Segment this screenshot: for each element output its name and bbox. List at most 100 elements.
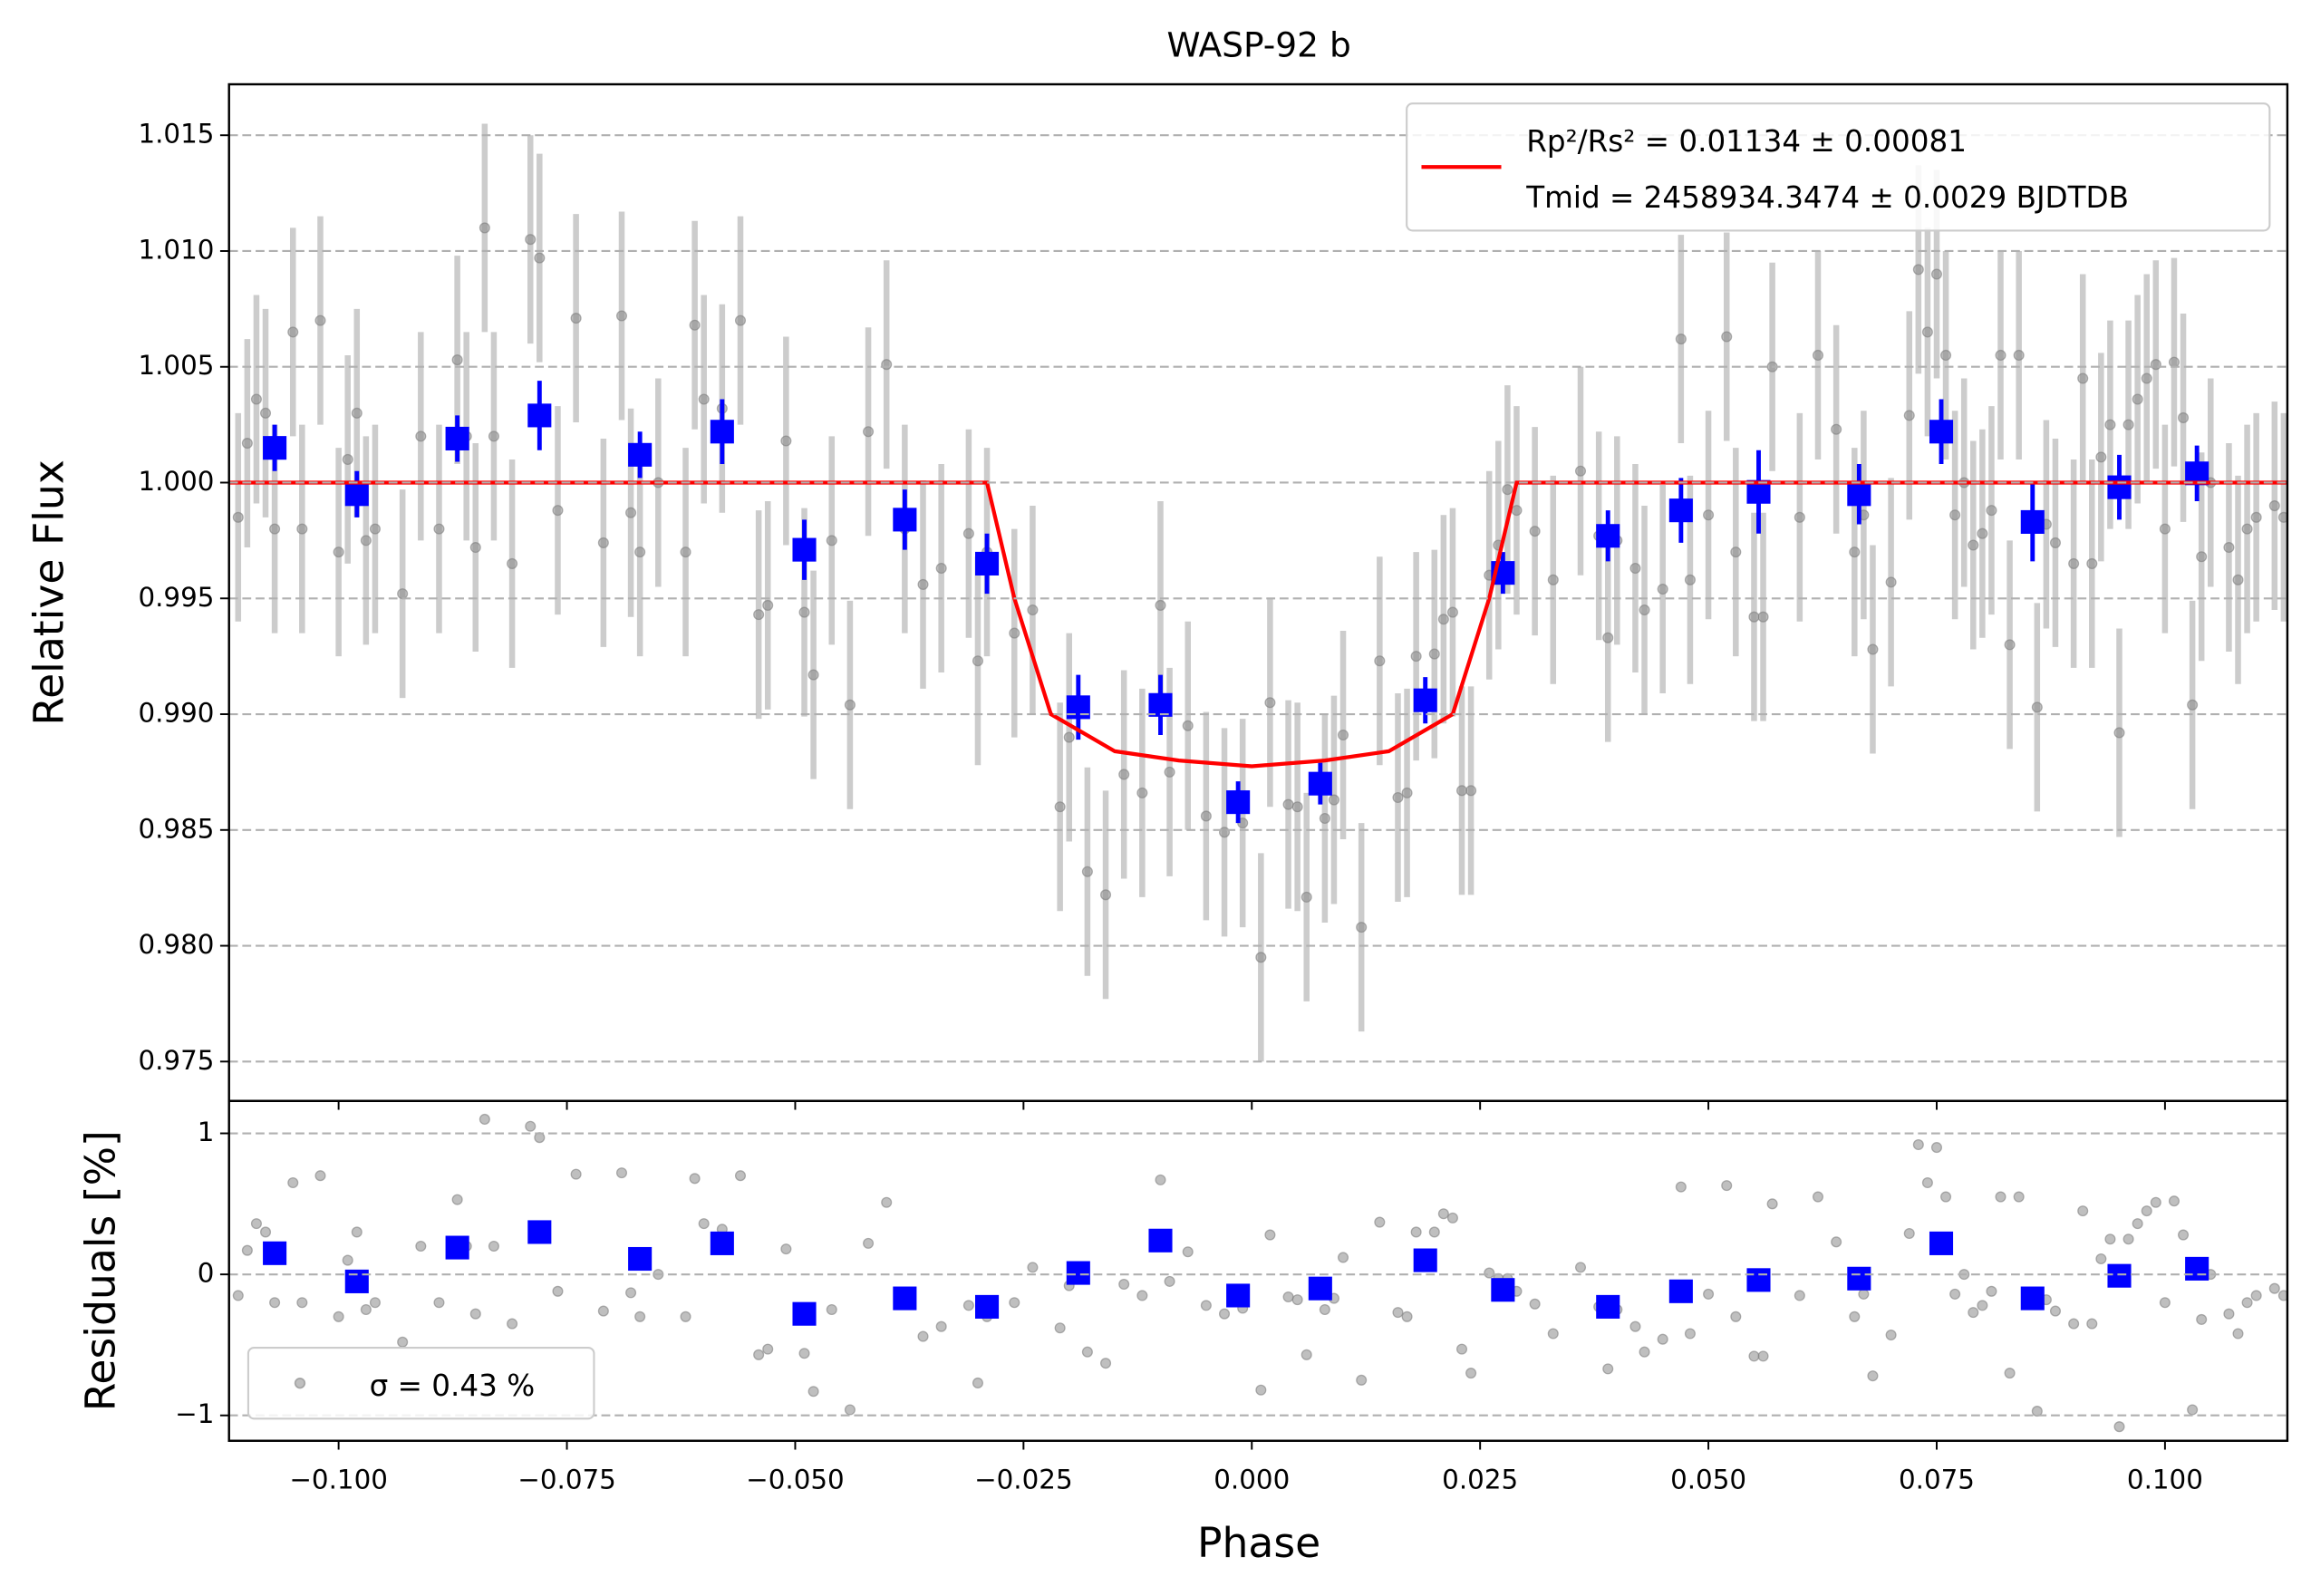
data-point xyxy=(1794,1290,1805,1301)
data-point xyxy=(469,542,481,554)
data-point xyxy=(1301,1349,1312,1360)
data-point xyxy=(415,430,427,442)
x-tick-label: 0.075 xyxy=(1899,1464,1975,1494)
y-tick-label: 1.010 xyxy=(138,234,214,265)
data-point xyxy=(2250,511,2262,523)
data-point xyxy=(488,430,499,442)
binned-point xyxy=(1308,771,1332,796)
data-point xyxy=(2232,1328,2244,1340)
data-point xyxy=(232,511,244,523)
data-point xyxy=(1602,632,1614,643)
binned-point xyxy=(1929,1231,1954,1255)
data-point xyxy=(1547,574,1559,585)
data-point xyxy=(287,1176,299,1189)
data-point xyxy=(469,1308,481,1320)
data-point xyxy=(689,319,701,331)
y-tick-label: 0.990 xyxy=(138,698,214,729)
data-point xyxy=(1703,1288,1715,1300)
data-point xyxy=(2031,1406,2043,1417)
data-point xyxy=(1054,1322,1066,1334)
data-point xyxy=(1675,334,1687,345)
data-point xyxy=(2013,349,2025,361)
binned-point xyxy=(628,1246,653,1272)
data-point xyxy=(2159,523,2171,535)
data-point xyxy=(2241,1297,2253,1309)
binned-point xyxy=(975,551,1000,576)
data-point xyxy=(1401,1311,1413,1322)
data-point xyxy=(1885,576,1897,588)
data-point xyxy=(2049,1305,2062,1317)
binned-point xyxy=(1066,695,1090,720)
x-tick-label: −0.100 xyxy=(289,1464,388,1494)
data-point xyxy=(1529,1298,1541,1310)
data-point xyxy=(798,606,810,618)
binned-point xyxy=(1148,692,1173,717)
data-point xyxy=(1849,547,1861,558)
data-point xyxy=(1081,1346,1093,1358)
data-point xyxy=(1547,1328,1559,1340)
data-point xyxy=(1684,1328,1696,1340)
data-point xyxy=(287,326,299,338)
data-point xyxy=(1730,547,1742,558)
data-point xyxy=(597,1305,609,1317)
data-point xyxy=(2268,500,2280,512)
data-point xyxy=(1446,1212,1458,1224)
legend-label: Rp²/Rs² = 0.01134 ± 0.00081 xyxy=(1526,124,1967,159)
data-point xyxy=(962,527,974,539)
binned-point xyxy=(527,403,552,428)
data-point xyxy=(734,314,747,326)
data-point xyxy=(1858,1288,1870,1300)
data-point xyxy=(1867,1370,1879,1382)
binned-point xyxy=(1226,790,1251,815)
data-point xyxy=(2031,701,2043,713)
data-point xyxy=(1392,791,1404,804)
data-point xyxy=(433,1297,445,1309)
data-point xyxy=(680,1311,691,1322)
binned-point xyxy=(1491,1278,1515,1302)
data-point xyxy=(525,1120,537,1132)
axes-frame xyxy=(227,1099,2289,1442)
data-point xyxy=(1977,527,1988,539)
data-point xyxy=(1940,349,1952,361)
data-point xyxy=(1766,1198,1778,1210)
data-point xyxy=(1282,798,1294,810)
data-point xyxy=(1164,1275,1175,1287)
binned-point xyxy=(1668,1279,1693,1303)
data-point xyxy=(1465,785,1477,797)
data-point xyxy=(2086,1318,2098,1330)
data-point xyxy=(863,426,875,438)
data-point xyxy=(1703,509,1715,521)
data-point xyxy=(863,1237,875,1249)
binned-point xyxy=(1929,420,1954,444)
data-point xyxy=(1219,1308,1231,1320)
y-tick-label: 1.000 xyxy=(138,466,214,497)
binned-point xyxy=(263,436,287,460)
data-point xyxy=(935,1320,947,1332)
data-point xyxy=(2223,542,2235,554)
data-point xyxy=(2187,1404,2199,1416)
data-point xyxy=(2168,1195,2180,1207)
x-tick-label: −0.025 xyxy=(974,1464,1073,1494)
y-axis-label: Relative Flux xyxy=(25,459,73,725)
data-point xyxy=(1027,1262,1039,1273)
binned-point xyxy=(527,1220,552,1244)
y-axis-label: Residuals [%] xyxy=(77,1130,125,1411)
data-point xyxy=(1912,1138,1924,1151)
data-point xyxy=(2049,537,2062,548)
binned-point xyxy=(1148,1228,1173,1253)
data-point xyxy=(1903,1227,1915,1240)
y-tick-label: 0.980 xyxy=(138,929,214,960)
data-point xyxy=(1867,643,1879,655)
data-point xyxy=(780,435,792,447)
data-point xyxy=(2104,419,2116,430)
data-point xyxy=(1455,1343,1468,1355)
binned-point xyxy=(710,420,734,444)
data-point xyxy=(1574,1262,1587,1273)
data-point xyxy=(1118,769,1130,780)
x-tick-label: 0.000 xyxy=(1214,1464,1290,1494)
legend-box xyxy=(1406,102,2271,232)
data-point xyxy=(734,1170,747,1182)
binned-point xyxy=(975,1294,1000,1319)
data-point xyxy=(2095,1253,2107,1265)
